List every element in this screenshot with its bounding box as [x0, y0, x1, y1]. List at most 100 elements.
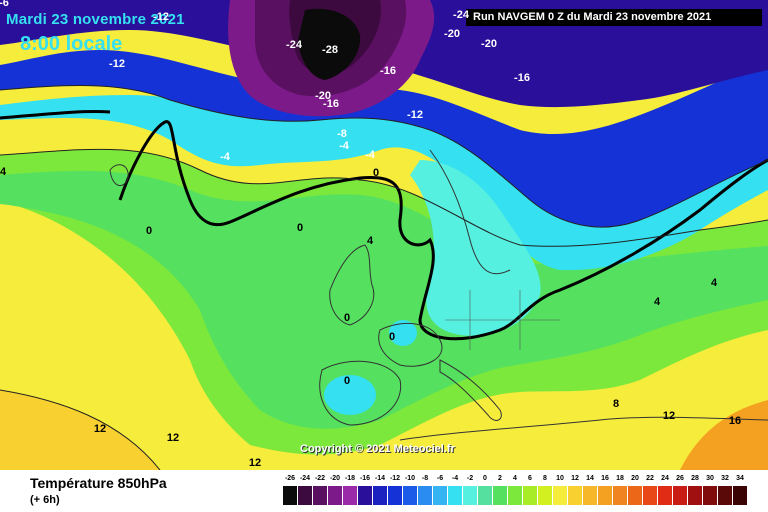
isotherm-minus-8 — [0, 85, 768, 228]
isotherm-12 — [0, 389, 161, 470]
isotherm-label: -20 — [481, 38, 497, 50]
legend-tick: -12 — [389, 475, 401, 482]
forecast-date: Mardi 23 novembre 2021 — [6, 11, 185, 28]
legend-swatch — [568, 486, 583, 505]
legend-swatch — [523, 486, 538, 505]
legend-tick: 14 — [586, 475, 594, 482]
variable-title: Température 850hPa — [30, 475, 167, 491]
legend-tick: 28 — [691, 475, 699, 482]
isotherm-label: 0 — [145, 225, 153, 237]
hot-zone-southeast — [680, 400, 768, 470]
isotherm-label: 0 — [388, 331, 396, 343]
coastline-iceland — [109, 164, 129, 186]
legend-swatch — [628, 486, 643, 505]
legend-swatch — [313, 486, 328, 505]
legend-tick: 30 — [706, 475, 714, 482]
coastline-france — [378, 322, 443, 367]
coldest-core — [298, 8, 361, 80]
isotherm-label: 12 — [93, 423, 107, 435]
legend-tick: -22 — [314, 475, 326, 482]
legend-tick: 4 — [513, 475, 517, 482]
legend-swatch — [283, 486, 298, 505]
isotherm-label: 0 — [372, 167, 380, 179]
legend-tick: 22 — [646, 475, 654, 482]
zero-isotherm — [118, 120, 768, 341]
cold-tongue-central-europe — [410, 160, 541, 336]
legend-swatch — [343, 486, 358, 505]
isotherm-label: -16 — [323, 98, 339, 110]
legend-tick: 20 — [631, 475, 639, 482]
isotherm-label: -16 — [514, 72, 530, 84]
legend-tick: 6 — [528, 475, 532, 482]
legend-tick: 24 — [661, 475, 669, 482]
legend-swatch — [448, 486, 463, 505]
legend-swatch — [403, 486, 418, 505]
isotherm-label: -4 — [365, 149, 375, 161]
coastline-british-isles — [329, 244, 375, 326]
isotherm-label: -12 — [407, 109, 423, 121]
isotherm-label: 4 — [366, 235, 374, 247]
legend-tick: 18 — [616, 475, 624, 482]
legend-swatch — [703, 486, 718, 505]
isotherm-label: -4 — [339, 140, 349, 152]
legend-tick: 8 — [543, 475, 547, 482]
legend-swatch — [478, 486, 493, 505]
coastline-italy — [439, 359, 502, 421]
isotherm-label: 16 — [728, 415, 742, 427]
isotherm-label: 0 — [296, 222, 304, 234]
legend-swatch — [418, 486, 433, 505]
legend-tick: 0 — [483, 475, 487, 482]
legend-tick: 34 — [736, 475, 744, 482]
legend-swatch — [298, 486, 313, 505]
isotherm-label: -12 — [153, 11, 169, 23]
very-cold-zone — [0, 50, 768, 228]
cold-zone — [0, 95, 768, 271]
isotherm-label: -8 — [337, 128, 347, 140]
map-canvas — [0, 0, 768, 470]
legend-tick: 26 — [676, 475, 684, 482]
legend-swatch — [718, 486, 733, 505]
isotherm-label: -20 — [315, 90, 331, 102]
legend-swatch — [373, 486, 388, 505]
legend-swatch — [388, 486, 403, 505]
isotherm-label: 4 — [653, 296, 661, 308]
isotherm-label: 0 — [343, 312, 351, 324]
legend-swatch — [508, 486, 523, 505]
cold-pocket-france — [389, 320, 417, 346]
legend-swatch — [358, 486, 373, 505]
coastline-scandinavia — [429, 149, 511, 275]
isotherm-label: 4 — [0, 166, 7, 178]
legend-swatch — [538, 486, 553, 505]
zero-isotherm-west — [0, 110, 111, 120]
legend-tick: 16 — [601, 475, 609, 482]
model-run-info: Run NAVGEM 0 Z du Mardi 23 novembre 2021 — [466, 9, 762, 26]
legend-tick: -4 — [451, 475, 459, 482]
isotherm-label: -24 — [453, 9, 469, 21]
isotherm-label: 12 — [248, 457, 262, 469]
legend-tick: -2 — [466, 475, 474, 482]
legend-swatch — [583, 486, 598, 505]
coastline-iberia — [319, 360, 402, 426]
isotherm-label: -4 — [220, 151, 230, 163]
legend-tick: 2 — [498, 475, 502, 482]
legend-swatch — [493, 486, 508, 505]
legend-tick: 12 — [571, 475, 579, 482]
cool-zone — [0, 170, 768, 429]
legend-tick: -10 — [404, 475, 416, 482]
isotherm-label: 12 — [662, 410, 676, 422]
legend-swatch — [613, 486, 628, 505]
country-borders — [445, 290, 560, 350]
subtropical-zone — [0, 390, 160, 470]
legend-tick: -20 — [329, 475, 341, 482]
copyright-notice: Copyright © 2021 Meteociel.fr — [300, 443, 455, 455]
legend-tick: -24 — [299, 475, 311, 482]
isotherm-label: 8 — [612, 398, 620, 410]
legend-tick: 32 — [721, 475, 729, 482]
coastline-north-africa — [399, 416, 768, 441]
isotherm-label: -20 — [444, 28, 460, 40]
temperature-map — [0, 0, 768, 470]
forecast-time: 8:00 locale — [20, 33, 123, 55]
legend-tick: -8 — [421, 475, 429, 482]
isotherm-label: -16 — [380, 65, 396, 77]
